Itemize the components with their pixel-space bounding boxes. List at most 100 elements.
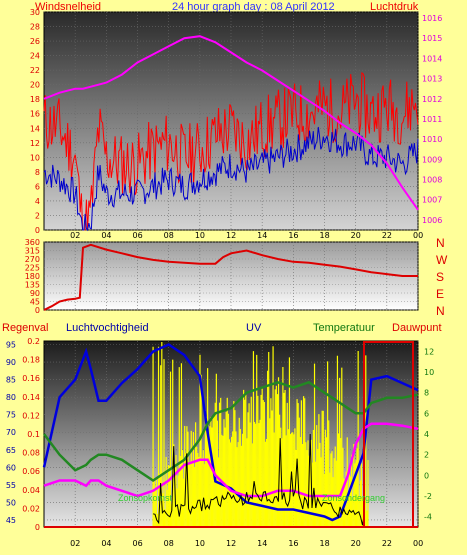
x-tick-label: 06 xyxy=(133,539,143,548)
pressure-label: Luchtdruk xyxy=(370,1,419,13)
y-tick-rain: 0.06 xyxy=(22,467,40,476)
y-tick-temperature: 8 xyxy=(424,389,429,398)
y-tick-wind: 10 xyxy=(30,153,40,162)
y-tick-direction: 135 xyxy=(25,281,40,290)
y-tick-wind: 14 xyxy=(30,124,40,133)
direction-label: W xyxy=(436,253,448,267)
pressure-line xyxy=(43,35,419,211)
y-tick-wind: 22 xyxy=(30,66,40,75)
y-tick-pressure: 1015 xyxy=(422,34,442,43)
x-tick-label: 02 xyxy=(70,231,80,240)
y-tick-pressure: 1014 xyxy=(422,54,442,63)
chart-title: 24 hour graph day : 08 April 2012 xyxy=(172,1,335,13)
wind-direction-line xyxy=(43,243,418,311)
x-tick-label: 12 xyxy=(226,539,236,548)
y-tick-temperature: 12 xyxy=(424,347,434,356)
x-tick-label: 00 xyxy=(413,539,423,548)
y-tick-rain: 0.2 xyxy=(27,337,40,346)
x-tick-label: 16 xyxy=(288,231,298,240)
y-tick-humidity: 45 xyxy=(6,516,16,525)
wind-avg-line xyxy=(43,126,419,232)
y-tick-humidity: 85 xyxy=(6,376,16,385)
solar-line xyxy=(152,433,365,526)
x-tick-label: 22 xyxy=(382,231,392,240)
y-tick-wind: 20 xyxy=(30,81,40,90)
y-tick-wind: 24 xyxy=(30,52,40,61)
y-tick-direction: 360 xyxy=(25,238,40,247)
direction-label: N xyxy=(436,236,445,250)
y-tick-pressure: 1007 xyxy=(422,196,442,205)
y-tick-humidity: 70 xyxy=(6,428,16,437)
y-tick-rain: 0 xyxy=(35,523,40,532)
sunset-label: Zonsondergang xyxy=(322,493,385,503)
y-tick-rain: 0.18 xyxy=(22,356,40,365)
wind-gust-line xyxy=(43,71,419,231)
x-tick-label: 20 xyxy=(351,539,361,548)
y-tick-wind: 28 xyxy=(30,23,40,32)
y-tick-temperature: 4 xyxy=(424,430,429,439)
y-tick-rain: 0.04 xyxy=(22,486,40,495)
y-tick-wind: 30 xyxy=(30,8,40,17)
y-tick-humidity: 55 xyxy=(6,481,16,490)
y-tick-pressure: 1016 xyxy=(422,14,442,23)
y-tick-wind: 8 xyxy=(35,168,40,177)
y-tick-pressure: 1008 xyxy=(422,176,442,185)
y-tick-temperature: 0 xyxy=(424,471,429,480)
y-tick-rain: 0.12 xyxy=(22,411,40,420)
y-tick-wind: 6 xyxy=(35,182,40,191)
y-tick-temperature: -2 xyxy=(424,492,432,501)
x-tick-label: 06 xyxy=(133,231,143,240)
x-tick-label: 14 xyxy=(257,539,267,548)
dewpoint-label: Dauwpunt xyxy=(392,322,442,334)
y-tick-direction: 270 xyxy=(25,255,40,264)
x-tick-label: 18 xyxy=(320,539,330,548)
x-tick-label: 04 xyxy=(101,231,111,240)
x-tick-label: 22 xyxy=(382,539,392,548)
x-tick-label: 08 xyxy=(164,539,174,548)
y-tick-temperature: 10 xyxy=(424,368,434,377)
humidity-label: Luchtvochtigheid xyxy=(66,322,149,334)
direction-label: S xyxy=(436,270,444,284)
y-tick-humidity: 50 xyxy=(6,498,16,507)
x-tick-label: 02 xyxy=(70,539,80,548)
temperature-label: Temperatuur xyxy=(313,322,375,334)
y-tick-wind: 18 xyxy=(30,95,40,104)
wind-speed-label: Windsnelheid xyxy=(35,1,101,13)
y-tick-direction: 45 xyxy=(30,298,40,307)
y-tick-temperature: 6 xyxy=(424,409,429,418)
y-tick-pressure: 1010 xyxy=(422,135,442,144)
x-tick-label: 10 xyxy=(195,231,205,240)
y-tick-humidity: 75 xyxy=(6,411,16,420)
humidity-line xyxy=(42,343,419,522)
y-tick-rain: 0.14 xyxy=(22,393,40,402)
x-tick-label: 10 xyxy=(195,539,205,548)
y-tick-temperature: -4 xyxy=(424,513,432,522)
y-tick-direction: 225 xyxy=(25,264,40,273)
uv-label: UV xyxy=(246,322,262,334)
dewpoint-line xyxy=(43,422,419,498)
y-tick-wind: 0 xyxy=(35,226,40,235)
y-tick-direction: 0 xyxy=(35,306,40,315)
series-lines xyxy=(42,35,419,526)
y-tick-humidity: 95 xyxy=(6,341,16,350)
y-tick-humidity: 80 xyxy=(6,393,16,402)
y-tick-temperature: 2 xyxy=(424,451,429,460)
y-tick-pressure: 1006 xyxy=(422,216,442,225)
y-tick-rain: 0.16 xyxy=(22,374,40,383)
direction-label: E xyxy=(436,287,444,301)
rain-label: Regenval xyxy=(2,322,48,334)
y-tick-direction: 180 xyxy=(25,272,40,281)
y-tick-direction: 315 xyxy=(25,247,40,256)
x-tick-label: 18 xyxy=(320,231,330,240)
y-tick-pressure: 1012 xyxy=(422,95,442,104)
y-tick-wind: 2 xyxy=(35,211,40,220)
direction-label: N xyxy=(436,304,445,318)
y-tick-pressure: 1011 xyxy=(422,115,442,124)
y-tick-wind: 26 xyxy=(30,37,40,46)
y-tick-pressure: 1013 xyxy=(422,75,442,84)
x-tick-label: 00 xyxy=(413,231,423,240)
x-tick-label: 04 xyxy=(101,539,111,548)
